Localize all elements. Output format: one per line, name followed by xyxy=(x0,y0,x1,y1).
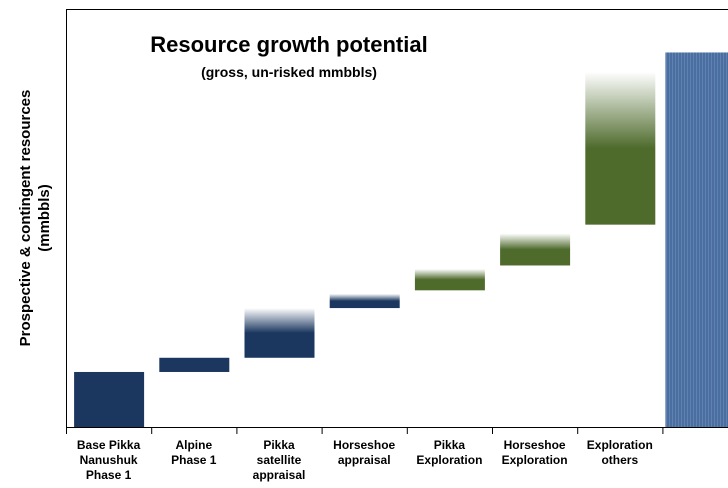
x-tick-label: Alpine Phase 1 xyxy=(171,438,217,467)
bar-3 xyxy=(244,308,315,358)
chart-subtitle: (gross, un-risked mmbbls) xyxy=(201,64,377,80)
y-axis-label: Prospective & contingent resources (mmbbl… xyxy=(17,90,53,347)
x-tick-label: Horseshoe appraisal xyxy=(333,438,395,467)
x-tick-label: Exploration others xyxy=(587,438,653,467)
bar-2 xyxy=(159,357,230,372)
bar-8 xyxy=(665,52,728,427)
x-tick-labels: Base Pikka Nanushuk Phase 1 Alpine Phase 1 Pi… xyxy=(77,438,653,482)
x-tick-label: Pikka Exploration xyxy=(416,438,482,467)
bar-7 xyxy=(585,72,656,225)
chart-title: Resource growth potential xyxy=(150,32,427,57)
x-ticks xyxy=(66,427,664,434)
x-tick-label: Base Pikka Nanushuk Phase 1 xyxy=(77,438,141,482)
bars-layer xyxy=(74,52,728,427)
bar-1 xyxy=(74,371,145,427)
bar-6 xyxy=(500,233,571,266)
bar-4 xyxy=(329,293,400,309)
x-tick-label: Horseshoe Exploration xyxy=(502,438,568,467)
x-tick-label: Pikka satellite appraisal xyxy=(253,438,306,482)
bar-5 xyxy=(414,269,485,291)
